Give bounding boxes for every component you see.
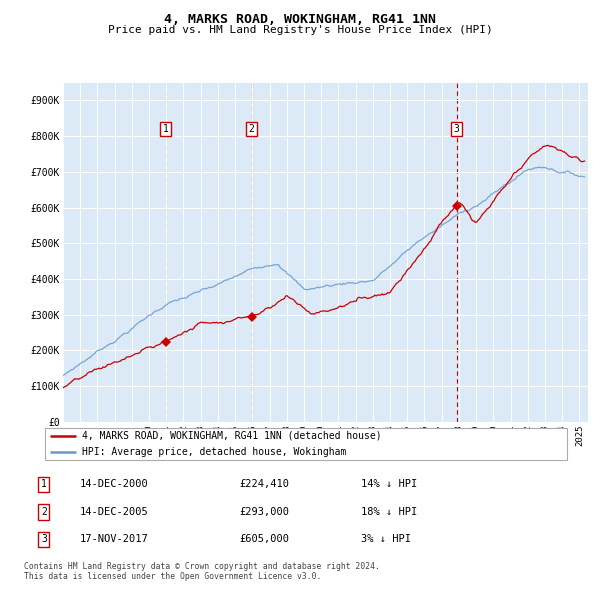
- Text: 1: 1: [41, 480, 47, 489]
- FancyBboxPatch shape: [44, 428, 568, 460]
- Text: £224,410: £224,410: [240, 480, 290, 489]
- Text: 3% ↓ HPI: 3% ↓ HPI: [361, 535, 411, 544]
- Text: 2: 2: [248, 124, 254, 134]
- Text: 1: 1: [163, 124, 169, 134]
- Text: 18% ↓ HPI: 18% ↓ HPI: [361, 507, 418, 517]
- Text: 14-DEC-2005: 14-DEC-2005: [80, 507, 148, 517]
- Text: £293,000: £293,000: [240, 507, 290, 517]
- Text: HPI: Average price, detached house, Wokingham: HPI: Average price, detached house, Woki…: [82, 447, 346, 457]
- Text: 3: 3: [41, 535, 47, 544]
- Text: Price paid vs. HM Land Registry's House Price Index (HPI): Price paid vs. HM Land Registry's House …: [107, 25, 493, 35]
- Text: Contains HM Land Registry data © Crown copyright and database right 2024.
This d: Contains HM Land Registry data © Crown c…: [24, 562, 380, 581]
- Text: 4, MARKS ROAD, WOKINGHAM, RG41 1NN (detached house): 4, MARKS ROAD, WOKINGHAM, RG41 1NN (deta…: [82, 431, 381, 441]
- Text: 3: 3: [454, 124, 460, 134]
- Text: 17-NOV-2017: 17-NOV-2017: [80, 535, 148, 544]
- Text: £605,000: £605,000: [240, 535, 290, 544]
- Text: 14% ↓ HPI: 14% ↓ HPI: [361, 480, 418, 489]
- Text: 14-DEC-2000: 14-DEC-2000: [80, 480, 148, 489]
- Text: 2: 2: [41, 507, 47, 517]
- Text: 4, MARKS ROAD, WOKINGHAM, RG41 1NN: 4, MARKS ROAD, WOKINGHAM, RG41 1NN: [164, 13, 436, 26]
